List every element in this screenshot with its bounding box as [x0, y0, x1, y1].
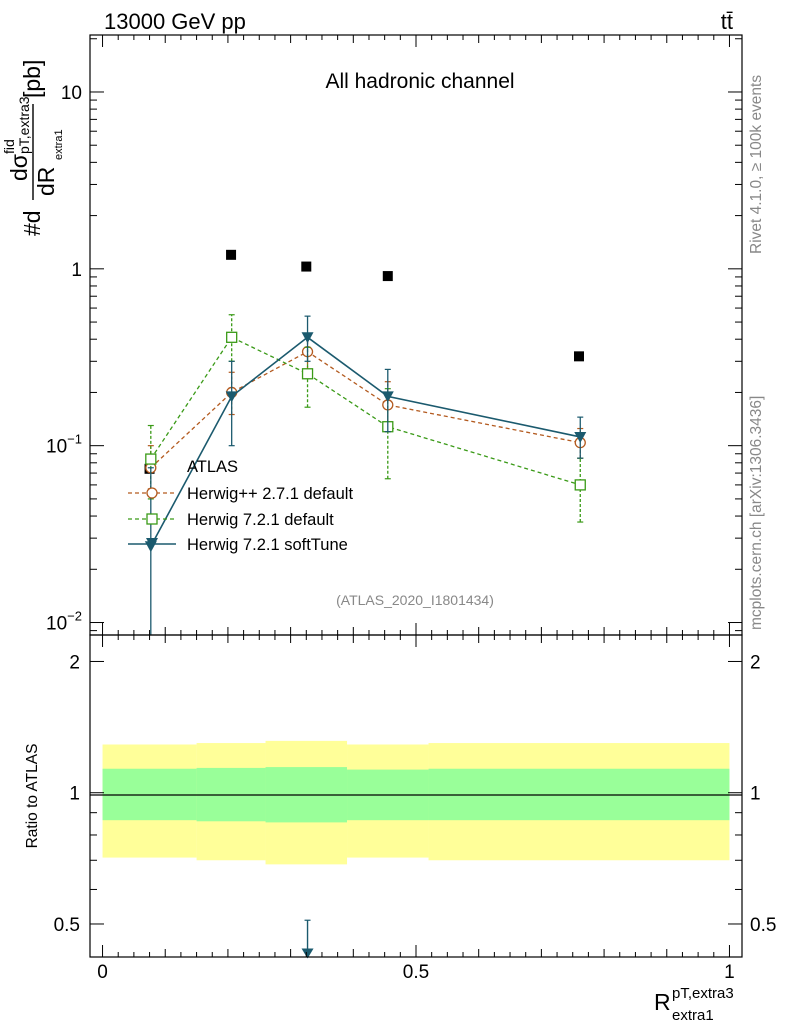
legend-entry-herwig721: Herwig 7.2.1 default [128, 511, 334, 529]
legend-marker-softtune [146, 538, 158, 549]
x-tick-label: 1 [724, 962, 735, 983]
legend-entry-atlas: ATLAS [187, 458, 238, 476]
ratio-x-tick-labels: 0 0.5 1 [97, 962, 735, 983]
data-point [574, 479, 586, 491]
ratio-panel: 0.5 0.51 12 2 0 0.5 1 Ratio to ATLAS R pT,ext… [24, 634, 777, 1024]
main-y-tick-labels: 10−2 10−1 1 10 [46, 83, 82, 635]
legend-label-herwig721: Herwig 7.2.1 default [187, 511, 334, 529]
legend-label-herwigpp: Herwig++ 2.7.1 default [187, 485, 353, 503]
data-point [381, 391, 394, 403]
ratio-y-tick-label-left: 1 [69, 784, 80, 805]
legend: ATLAS Herwig++ 2.7.1 default Herwig 7.2.… [128, 458, 353, 554]
ratio-y-tick-label-right: 0.5 [750, 915, 776, 936]
main-title: All hadronic channel [325, 70, 514, 93]
ratio-softtune-arrow [301, 919, 314, 959]
y-label-numerator: dσ [6, 154, 32, 181]
main-y-tick-label: 10 [61, 83, 82, 104]
main-y-tick-label: 1 [71, 260, 82, 281]
x-label-sub: extra1 [672, 1007, 714, 1024]
main-y-tick-label: 10−2 [46, 609, 82, 635]
series-data [144, 249, 584, 474]
y-label-numerator-sub: pT,extra3 [16, 96, 32, 154]
y-label-denominator: dR [33, 167, 59, 196]
series-line-herwig721 [150, 336, 581, 486]
legend-marker-herwig721 [146, 513, 158, 525]
legend-entry-softtune: Herwig 7.2.1 softTune [128, 536, 348, 554]
rivet-version-label: Rivet 4.1.0, ≥ 100k events [748, 75, 765, 254]
mcplots-label: mcplots.cern.ch [arXiv:1306.3436] [748, 396, 765, 630]
data-point [145, 453, 157, 465]
data-point [574, 431, 587, 443]
legend-entry-herwigpp: Herwig++ 2.7.1 default [128, 485, 353, 503]
ratio-y-tick-label-left: 2 [69, 652, 80, 673]
main-panel: All hadronic channel (ATLAS_2020_I180143… [1, 34, 743, 636]
data-point [574, 351, 584, 362]
ratio-y-tick-labels: 0.5 0.5 1 1 2 2 [54, 652, 777, 936]
ratio-y-tick-label-right: 2 [750, 652, 761, 673]
data-point [226, 249, 237, 260]
ratio-y-axis-label: Ratio to ATLAS [24, 744, 41, 849]
y-label-unit: [pb] [19, 60, 45, 98]
data-point [301, 332, 314, 344]
x-axis-label: R pT,extra3 extra1 [654, 985, 734, 1024]
data-point [301, 261, 312, 272]
x-label-base: R [654, 989, 671, 1015]
ratio-bands [102, 740, 730, 865]
analysis-watermark: (ATLAS_2020_I1801434) [336, 592, 494, 608]
main-y-tick-label: 10−1 [46, 432, 82, 458]
data-point [225, 391, 238, 403]
legend-label-softtune: Herwig 7.2.1 softTune [187, 536, 348, 554]
y-label-numerator-sup: fid [1, 139, 17, 154]
data-point [301, 368, 314, 380]
ratio-arrow-head [301, 948, 314, 959]
legend-marker-herwigpp [146, 487, 158, 499]
series-line-herwigpp [150, 350, 581, 469]
y-label-denominator-sub: extra1 [53, 129, 65, 160]
process-label: tt̄ [721, 9, 733, 34]
main-axis-ticks [90, 35, 742, 635]
data-point [382, 271, 393, 282]
x-tick-label: 0 [97, 962, 108, 983]
energy-label: 13000 GeV pp [104, 9, 246, 34]
data-point [226, 331, 238, 343]
ratio-axis-ticks [90, 635, 742, 957]
ratio-y-tick-label-right: 1 [750, 784, 761, 805]
legend-label-atlas: ATLAS [187, 458, 238, 476]
x-tick-label: 0.5 [403, 962, 429, 983]
y-label-prefix: #d [19, 210, 45, 236]
x-label-sup: pT,extra3 [672, 985, 734, 1002]
main-series-layer [144, 249, 587, 635]
ratio-y-tick-label-left: 0.5 [54, 915, 80, 936]
main-y-axis-label: #d dσ fid pT,extra3 dR extra1 [pb] [1, 60, 65, 236]
